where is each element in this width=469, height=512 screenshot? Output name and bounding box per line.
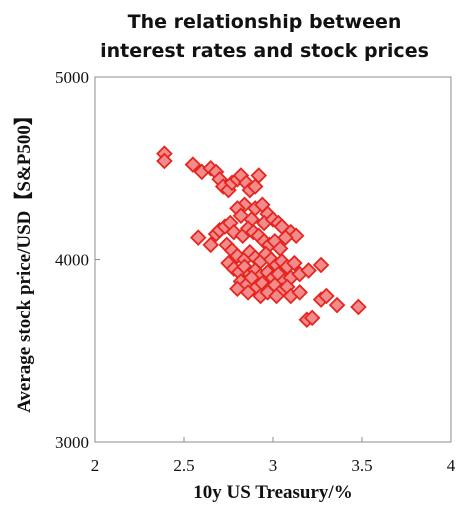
data-point-30 <box>189 229 207 246</box>
chart-title-line-2: interest rates and stock prices <box>100 40 429 62</box>
x-tick-label: 2.5 <box>173 456 194 475</box>
y-tick-label: 5000 <box>55 68 89 87</box>
data-point-28 <box>287 227 305 245</box>
x-tick-label: 2 <box>91 456 100 475</box>
x-tick-label: 4 <box>447 456 456 475</box>
data-point-2 <box>184 156 202 173</box>
data-point-31 <box>202 236 219 254</box>
data-point-91 <box>328 296 346 314</box>
y-tick-label: 3000 <box>55 433 89 452</box>
x-tick-label: 3 <box>269 456 278 475</box>
data-point-88 <box>291 284 308 301</box>
chart-title-line-1: The relationship between <box>127 11 402 33</box>
data-point-86 <box>268 287 285 305</box>
x-tick-label: 3.5 <box>351 456 372 475</box>
data-points <box>156 145 367 328</box>
data-point-83 <box>239 284 257 301</box>
chart-title: The relationship between interest rates … <box>60 8 469 66</box>
data-point-72 <box>312 256 330 274</box>
y-axis-ticks: 3000 4000 5000 <box>55 68 100 452</box>
data-point-92 <box>350 298 367 316</box>
data-point-90 <box>318 287 335 305</box>
y-tick-label: 4000 <box>55 251 89 270</box>
data-point-15 <box>250 167 268 184</box>
data-point-57 <box>286 254 303 272</box>
x-axis-label: 10y US Treasury/% <box>193 482 352 503</box>
data-point-71 <box>300 262 317 279</box>
data-point-1 <box>156 152 173 170</box>
data-point-94 <box>303 309 321 327</box>
y-axis-label: Average stock price/USD【S&P500】 <box>12 106 35 413</box>
x-axis-ticks: 2 2.5 3 3.5 4 <box>91 437 456 475</box>
data-point-14 <box>246 178 264 195</box>
